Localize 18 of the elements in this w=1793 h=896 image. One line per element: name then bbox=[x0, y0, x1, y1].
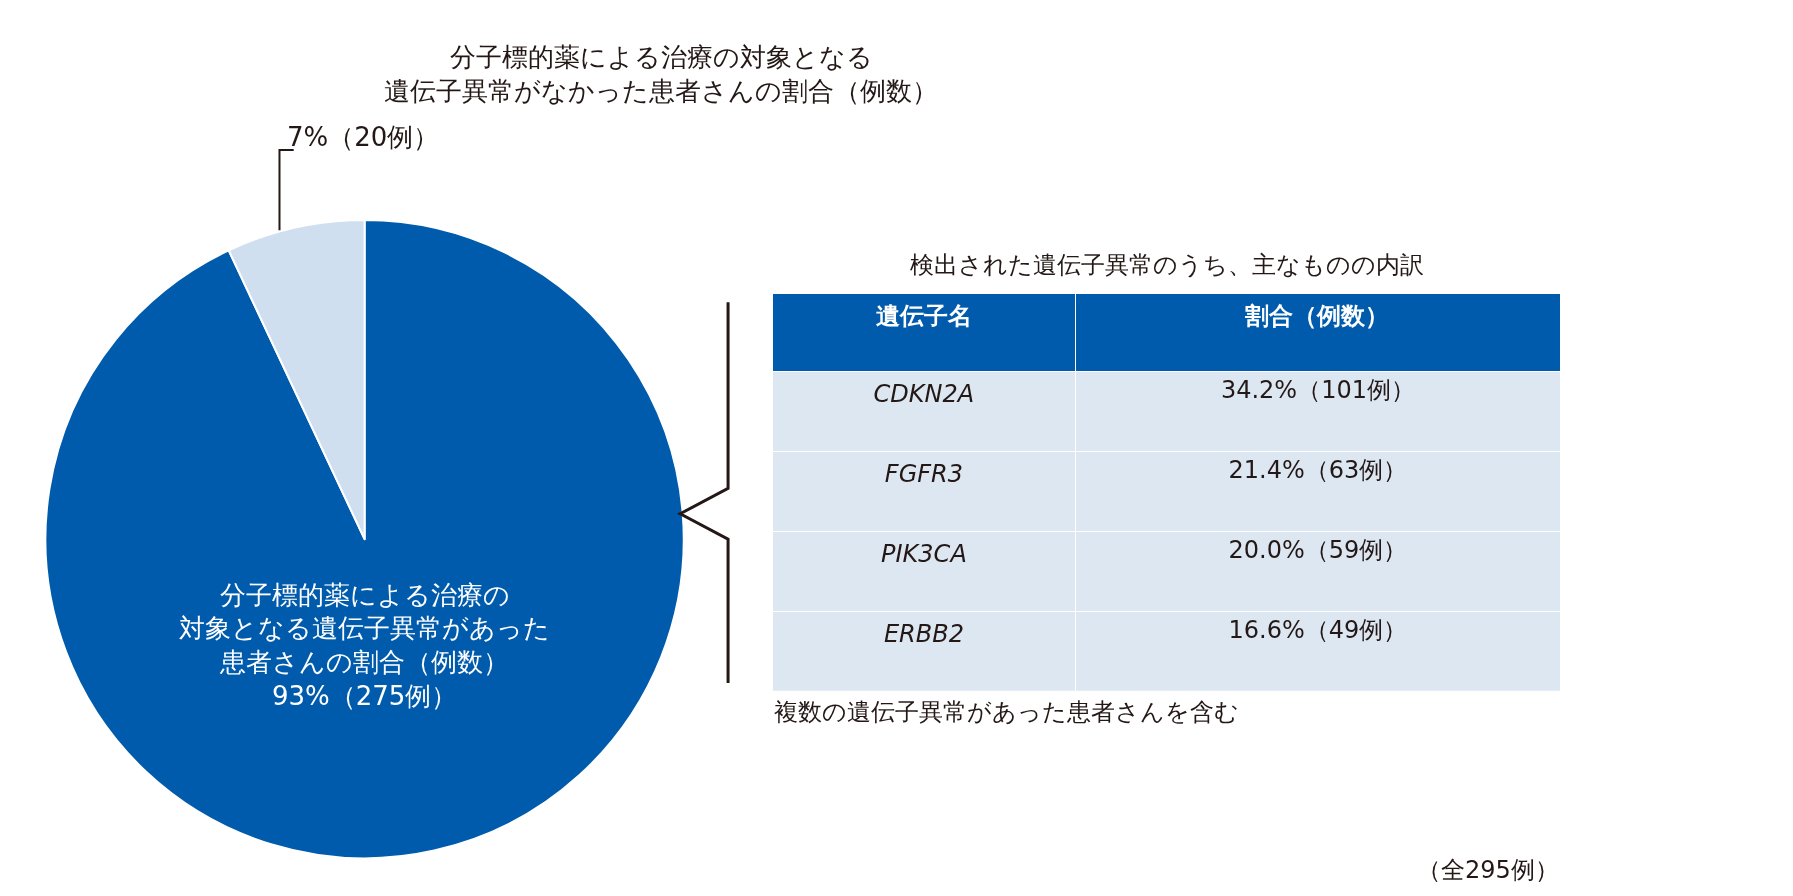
text: 検出された遺伝子異常のうち、主なものの内訳 bbox=[910, 251, 1424, 279]
category-label: CDKN2A bbox=[873, 379, 975, 408]
text: 遺伝子名 bbox=[875, 301, 972, 330]
text: 割合（例数） bbox=[1244, 301, 1390, 330]
category-label: ERBB2 bbox=[883, 619, 964, 648]
slice-label: 分子標的薬による治療の対象となる遺伝子異常がなかった患者さんの割合（例数） bbox=[384, 42, 938, 106]
text: 複数の遺伝子異常があった患者さんを含む bbox=[774, 698, 1239, 726]
data-label: 7%（20例） bbox=[287, 122, 440, 152]
text: 21.4%（63例） bbox=[1228, 455, 1408, 484]
category-label: PIK3CA bbox=[881, 539, 967, 568]
slice-label: 分子標的薬による治療の対象となる遺伝子異常があった患者さんの割合（例数） bbox=[179, 579, 551, 678]
category-label: FGFR3 bbox=[884, 459, 964, 488]
text: 20.0%（59例） bbox=[1228, 535, 1408, 564]
data-label: 93%（275例） bbox=[271, 681, 458, 712]
text: 16.6%（49例） bbox=[1228, 615, 1408, 644]
pie-slice bbox=[44, 219, 685, 860]
text: （全295例） bbox=[1417, 856, 1559, 884]
text: 34.2%（101例） bbox=[1220, 375, 1415, 404]
